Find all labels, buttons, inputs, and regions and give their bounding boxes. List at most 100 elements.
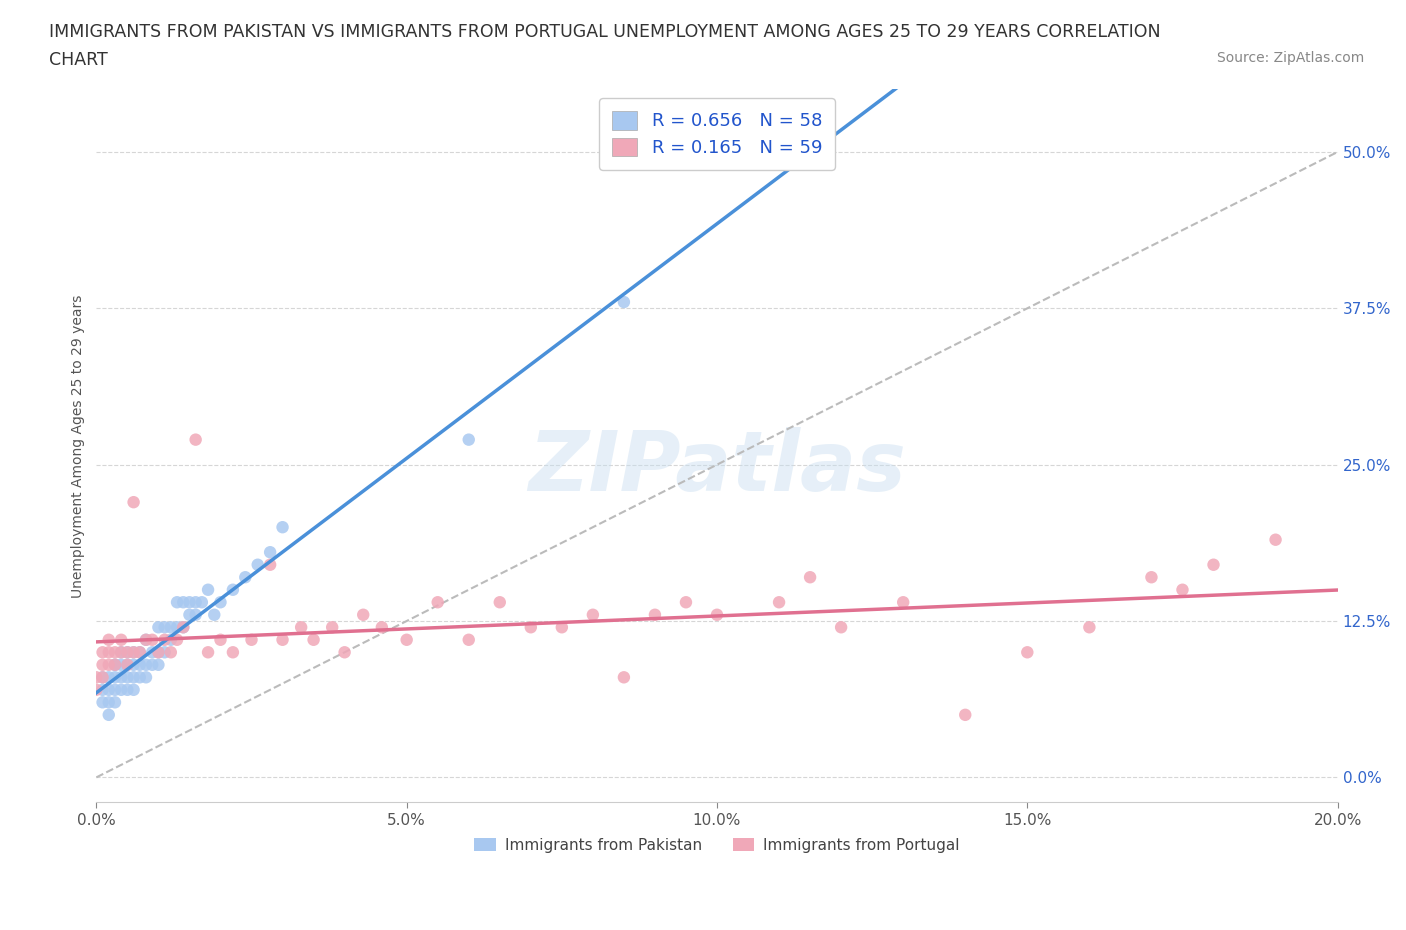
Point	[1171, 582, 1194, 597]
Point	[371, 619, 394, 634]
Point	[457, 632, 479, 647]
Point	[91, 644, 114, 659]
Point	[166, 619, 188, 634]
Point	[333, 644, 356, 659]
Point	[91, 683, 114, 698]
Point	[122, 644, 145, 659]
Point	[128, 644, 150, 659]
Point	[91, 695, 114, 710]
Point	[675, 595, 697, 610]
Point	[117, 658, 139, 672]
Point	[184, 595, 207, 610]
Point	[97, 670, 120, 684]
Point	[197, 644, 219, 659]
Point	[1078, 619, 1101, 634]
Text: CHART: CHART	[49, 51, 108, 69]
Y-axis label: Unemployment Among Ages 25 to 29 years: Unemployment Among Ages 25 to 29 years	[72, 294, 86, 598]
Point	[240, 632, 263, 647]
Point	[104, 670, 127, 684]
Point	[117, 670, 139, 684]
Point	[117, 683, 139, 698]
Text: IMMIGRANTS FROM PAKISTAN VS IMMIGRANTS FROM PORTUGAL UNEMPLOYMENT AMONG AGES 25 : IMMIGRANTS FROM PAKISTAN VS IMMIGRANTS F…	[49, 23, 1161, 41]
Point	[259, 545, 281, 560]
Point	[110, 670, 132, 684]
Point	[97, 683, 120, 698]
Point	[91, 670, 114, 684]
Point	[799, 570, 821, 585]
Point	[104, 658, 127, 672]
Point	[148, 644, 170, 659]
Point	[706, 607, 728, 622]
Point	[352, 607, 374, 622]
Point	[110, 683, 132, 698]
Point	[172, 619, 194, 634]
Point	[172, 595, 194, 610]
Point	[97, 644, 120, 659]
Point	[955, 708, 977, 723]
Point	[1202, 557, 1225, 572]
Point	[110, 632, 132, 647]
Point	[426, 595, 449, 610]
Point	[457, 432, 479, 447]
Point	[582, 607, 605, 622]
Point	[259, 557, 281, 572]
Point	[91, 658, 114, 672]
Point	[1017, 644, 1039, 659]
Point	[122, 670, 145, 684]
Point	[172, 619, 194, 634]
Point	[197, 582, 219, 597]
Point	[128, 644, 150, 659]
Point	[91, 670, 114, 684]
Point	[97, 708, 120, 723]
Point	[86, 683, 108, 698]
Point	[153, 632, 176, 647]
Point	[830, 619, 852, 634]
Point	[128, 658, 150, 672]
Point	[117, 644, 139, 659]
Point	[117, 658, 139, 672]
Point	[613, 295, 636, 310]
Point	[148, 644, 170, 659]
Point	[1140, 570, 1163, 585]
Point	[891, 595, 914, 610]
Point	[179, 595, 201, 610]
Point	[209, 632, 232, 647]
Point	[148, 658, 170, 672]
Point	[271, 520, 294, 535]
Point	[135, 658, 157, 672]
Point	[222, 644, 245, 659]
Point	[97, 695, 120, 710]
Point	[148, 619, 170, 634]
Point	[321, 619, 343, 634]
Text: Source: ZipAtlas.com: Source: ZipAtlas.com	[1216, 51, 1364, 65]
Point	[209, 595, 232, 610]
Point	[488, 595, 510, 610]
Point	[117, 644, 139, 659]
Point	[141, 658, 163, 672]
Point	[1264, 532, 1286, 547]
Point	[159, 632, 181, 647]
Point	[520, 619, 543, 634]
Point	[104, 683, 127, 698]
Point	[135, 632, 157, 647]
Point	[141, 632, 163, 647]
Text: ZIPatlas: ZIPatlas	[529, 427, 905, 508]
Point	[551, 619, 574, 634]
Point	[104, 695, 127, 710]
Point	[153, 619, 176, 634]
Point	[159, 619, 181, 634]
Point	[153, 644, 176, 659]
Point	[222, 582, 245, 597]
Point	[644, 607, 666, 622]
Point	[122, 658, 145, 672]
Point	[122, 495, 145, 510]
Point	[141, 644, 163, 659]
Point	[135, 670, 157, 684]
Point	[97, 632, 120, 647]
Point	[613, 670, 636, 684]
Point	[395, 632, 418, 647]
Point	[104, 658, 127, 672]
Point	[290, 619, 312, 634]
Point	[179, 607, 201, 622]
Point	[159, 644, 181, 659]
